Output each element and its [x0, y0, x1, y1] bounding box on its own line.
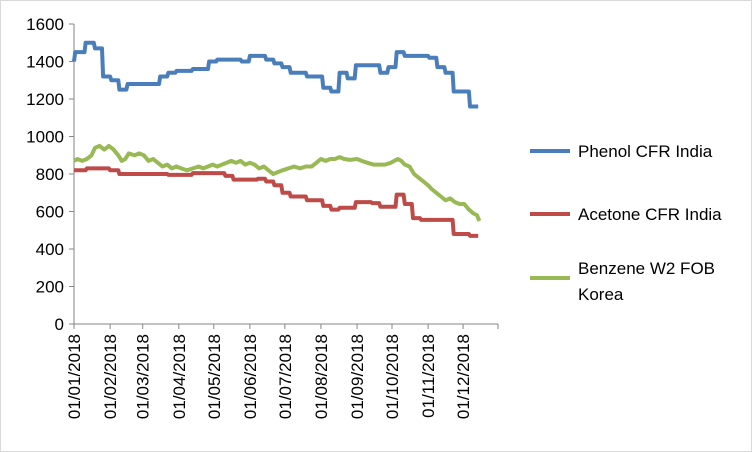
axes: 0 200 400 600 800 1000 1200 1400 1600 01/01/2018 0…	[26, 15, 499, 419]
y-tick-label: 1600	[26, 15, 64, 34]
x-tick-label: 01/01/2018	[65, 334, 84, 419]
x-tick-label: 01/06/2018	[241, 334, 260, 419]
y-tick-label: 1400	[26, 53, 64, 72]
x-tick-label: 01/11/2018	[419, 334, 438, 418]
y-tick-label: 600	[36, 203, 64, 222]
legend-label-0: Phenol CFR India	[578, 142, 713, 161]
x-tick-label: 01/07/2018	[276, 334, 295, 419]
legend-label-2: Benzene W2 FOB Korea	[578, 259, 715, 304]
x-tick-label: 01/03/2018	[134, 334, 153, 419]
legend: Phenol CFR India Acetone CFR India Benzene…	[530, 142, 722, 304]
series-line-0	[72, 40, 479, 109]
x-tick-label: 01/05/2018	[205, 334, 224, 419]
x-tick-label: 01/08/2018	[312, 334, 331, 419]
y-tick-label: 0	[55, 315, 64, 334]
legend-label-1: Acetone CFR India	[578, 205, 722, 224]
y-tick-label: 1200	[26, 90, 64, 109]
x-tick-label: 01/04/2018	[170, 334, 189, 419]
y-tick-label: 200	[36, 278, 64, 297]
x-tick-label: 01/02/2018	[101, 334, 120, 419]
x-tick-label: 01/12/2018	[454, 334, 473, 419]
x-tick-label: 01/09/2018	[348, 334, 367, 419]
x-tick-label: 01/10/2018	[383, 334, 402, 419]
y-tick-label: 800	[36, 165, 64, 184]
series-line-1	[74, 166, 479, 238]
y-tick-label: 1000	[26, 128, 64, 147]
series-lines	[72, 40, 482, 238]
y-tick-label: 400	[36, 240, 64, 259]
series-line-2	[73, 143, 482, 222]
